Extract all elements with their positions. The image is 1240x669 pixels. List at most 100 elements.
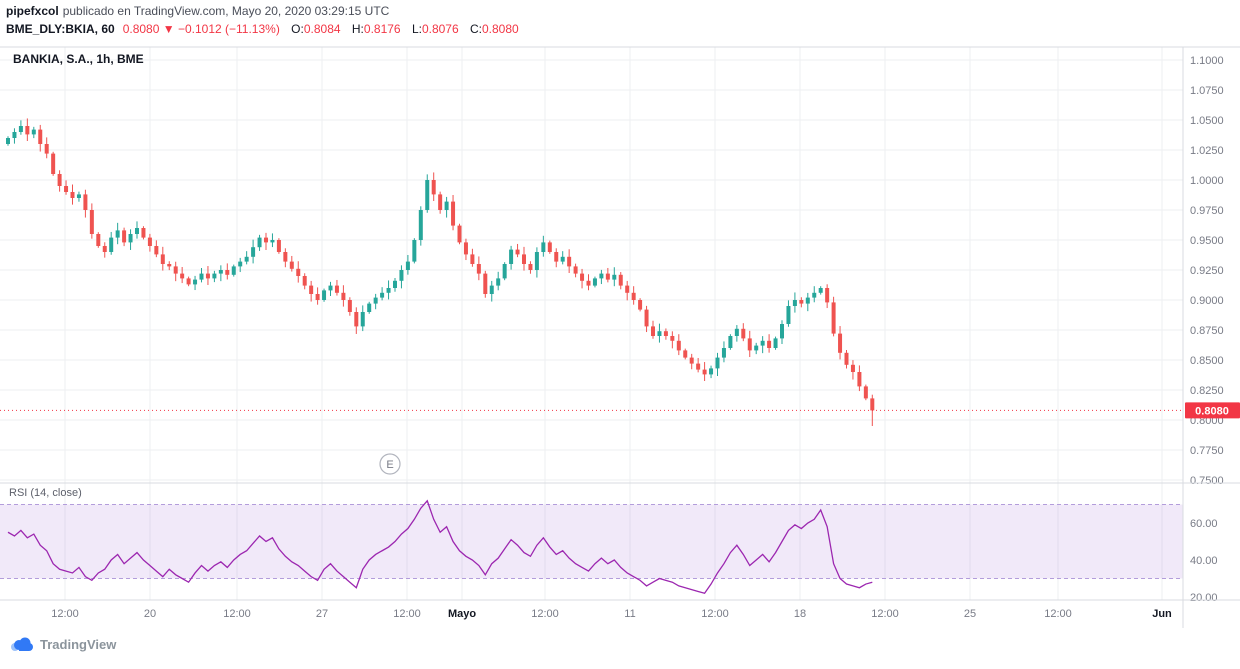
time-axis-label: 12:00 [51, 608, 79, 620]
candle-body [64, 186, 69, 192]
author-name[interactable]: pipefxcol [6, 4, 59, 18]
candle-body [683, 350, 688, 358]
candle-body [870, 398, 875, 411]
time-axis-label: 12:00 [531, 608, 559, 620]
candle-body [799, 300, 804, 304]
candle-body [109, 237, 114, 252]
candle-body [741, 328, 746, 339]
candle-body [154, 246, 159, 255]
high-value: 0.8176 [363, 22, 401, 36]
candle-body [199, 273, 204, 280]
price-axis-label: 0.9750 [1190, 205, 1224, 217]
candle-body [322, 290, 327, 300]
candle-body [231, 266, 236, 275]
candle-body [476, 264, 481, 274]
candle-body [302, 276, 307, 286]
candle-body [754, 345, 759, 351]
candle-body [522, 254, 526, 264]
price-axis-label: 1.0250 [1190, 145, 1224, 157]
candle-body [528, 264, 533, 270]
candle-body [515, 249, 520, 255]
candle-body [760, 340, 765, 346]
candle-body [580, 273, 585, 281]
last-price-badge [1185, 402, 1240, 419]
candle-body [857, 372, 862, 387]
candle-body [844, 352, 849, 365]
candle-body [709, 368, 714, 375]
candle-body [141, 228, 146, 238]
candle-body [257, 237, 262, 248]
candle-body [721, 348, 726, 358]
candle-body [792, 300, 797, 306]
candle-body [264, 237, 268, 243]
price-axis-label: 0.8500 [1190, 355, 1224, 367]
time-axis-label: Mayo [448, 608, 476, 620]
candle-body [367, 303, 372, 312]
candle-body [334, 285, 339, 293]
candle-body [767, 340, 772, 348]
open-value: 0.8084 [303, 22, 341, 36]
rsi-line [7, 499, 873, 595]
price-axis-label: 0.8750 [1190, 325, 1224, 337]
close-value: 0.8080 [482, 22, 519, 36]
price-axis-label: 0.7500 [1190, 475, 1224, 487]
candle-body [457, 225, 462, 243]
candle-body [773, 338, 778, 348]
candle-body [270, 240, 275, 243]
candle-body [483, 273, 488, 294]
time-axis-label: 12:00 [871, 608, 899, 620]
candle-body [399, 270, 404, 281]
low-value: 0.8076 [421, 22, 459, 36]
candle-body [205, 273, 210, 279]
candle-body [167, 264, 172, 267]
candle-body [825, 288, 830, 303]
candle-body [631, 292, 636, 300]
candle-body [463, 242, 468, 255]
candle-body [696, 363, 701, 370]
publish-info: publicado en TradingView.com, Mayo 20, 2… [62, 4, 390, 18]
time-axis-label: 25 [964, 608, 976, 620]
price-axis-label: 0.7750 [1190, 445, 1224, 457]
price-axis-label: 0.9250 [1190, 265, 1224, 277]
candle-body [373, 297, 378, 304]
time-axis-label: 11 [624, 608, 635, 620]
candle-body [863, 386, 868, 399]
candle-body [612, 274, 617, 280]
candle-body [702, 369, 707, 375]
candle-body [502, 264, 507, 279]
candle-body [283, 252, 288, 262]
header-change: ▼ −0.1012 (−11.13%) [162, 22, 280, 36]
candle-body [128, 234, 133, 243]
candle-body [212, 273, 217, 279]
candle-body [618, 274, 623, 286]
tradingview-footer[interactable]: TradingView [10, 637, 116, 652]
candle-body [173, 266, 178, 274]
candle-body [547, 242, 552, 252]
candle-body [160, 254, 165, 264]
candle-body [831, 302, 836, 334]
candle-body [573, 266, 578, 274]
earnings-marker-icon[interactable] [379, 453, 401, 475]
candle-body [341, 292, 346, 300]
price-axis-label: 1.0750 [1190, 85, 1224, 97]
candle-body [670, 336, 675, 341]
candle-body [592, 278, 597, 286]
candle-body [805, 297, 810, 304]
candle-body [251, 247, 256, 257]
candle-body [360, 312, 365, 327]
candle-body [244, 256, 249, 262]
candle-body [560, 256, 565, 262]
time-axis-label: 12:00 [393, 608, 421, 620]
candle-body [309, 285, 314, 294]
candle-body [638, 300, 643, 310]
candle-body [663, 331, 668, 336]
candle-body [470, 254, 475, 264]
candle-body [657, 331, 662, 336]
candle-body [599, 273, 604, 279]
candle-body [734, 328, 739, 336]
candle-body [193, 279, 198, 285]
main-pane-legend: BANKIA, S.A., 1h, BME [13, 52, 144, 66]
candle-body [135, 228, 139, 234]
candle-body [689, 357, 694, 364]
